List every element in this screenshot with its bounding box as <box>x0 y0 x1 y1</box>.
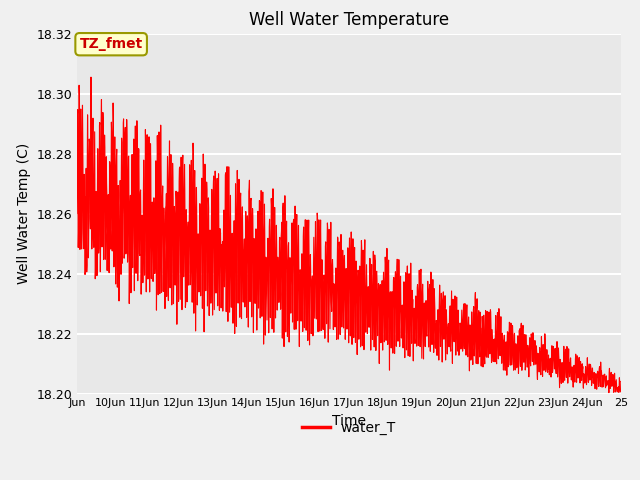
water_T <box>584 379 592 385</box>
Line: water_T: water_T <box>77 77 621 393</box>
water_T <box>87 74 95 80</box>
water_T <box>271 204 278 210</box>
Title: Well Water Temperature: Well Water Temperature <box>249 11 449 29</box>
Text: TZ_fmet: TZ_fmet <box>79 37 143 51</box>
water_T <box>617 389 625 395</box>
water_T <box>73 211 81 216</box>
Legend: water_T: water_T <box>296 415 401 441</box>
water_T <box>588 370 595 376</box>
water_T <box>211 193 219 199</box>
water_T <box>605 390 612 396</box>
Y-axis label: Well Water Temp (C): Well Water Temp (C) <box>17 143 31 284</box>
water_T <box>250 330 257 336</box>
water_T <box>360 258 367 264</box>
X-axis label: Time: Time <box>332 414 366 428</box>
